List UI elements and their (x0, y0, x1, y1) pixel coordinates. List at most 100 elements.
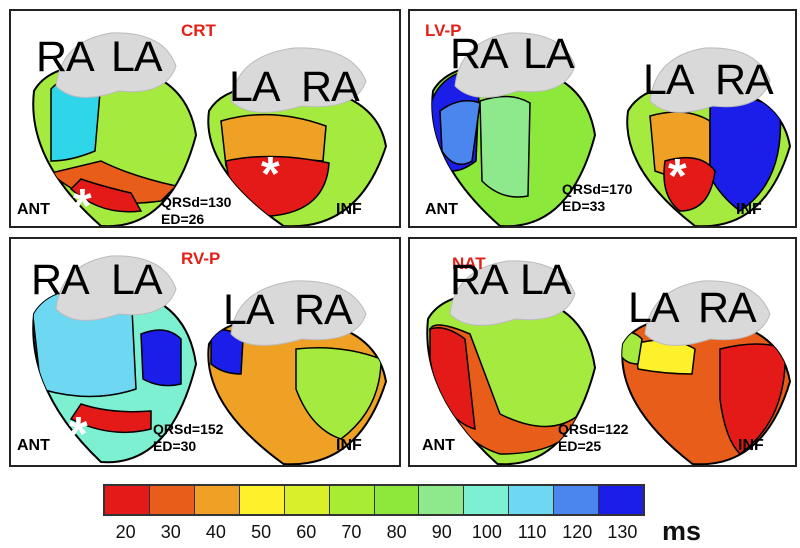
activation-region (439, 100, 481, 166)
inferior-activation-regions (649, 96, 782, 212)
inferior-view-label: INF (336, 437, 362, 454)
front-chamber-label-2: LA (111, 33, 163, 81)
activation-region (719, 343, 786, 455)
inferior-view-label: INF (736, 201, 762, 218)
color-scale-swatch (149, 486, 195, 514)
pacing-mode-title: CRT (181, 21, 216, 40)
qrs-stats: QRSd=170 ED=33 (562, 181, 632, 215)
color-scale-swatch (599, 486, 644, 514)
color-scale-swatch (194, 486, 240, 514)
color-scale-tick-label: 30 (160, 522, 181, 542)
color-scale-swatch (554, 486, 600, 514)
qrs-stats: QRSd=122 ED=25 (558, 421, 628, 455)
color-scale-swatch (419, 486, 465, 514)
activation-region (295, 347, 382, 440)
back-chamber-label-2: RA (715, 56, 774, 104)
electrical-dyssynchrony: ED=30 (153, 438, 197, 454)
activation-region (622, 331, 643, 365)
front-chamber-label-2: LA (520, 256, 572, 304)
front-chamber-label-1: RA (450, 256, 509, 304)
inferior-activation-regions (622, 331, 786, 455)
color-scale-swatch (464, 486, 510, 514)
color-scale-swatch (329, 486, 375, 514)
inferior-atria (230, 280, 367, 346)
color-scale-tick-label: 100 (471, 522, 502, 542)
color-scale-tick-label: 90 (431, 522, 452, 542)
color-scale-tick-label: 70 (341, 522, 362, 542)
heart-maps (426, 260, 792, 465)
panel-lv-p: LV-P ANT INF QRSd=170 ED=33 RA LA LA RA * (408, 9, 797, 228)
color-scale-tick-label: 50 (251, 522, 272, 542)
inferior-view-label: INF (738, 437, 764, 454)
front-chamber-label-1: RA (31, 256, 90, 304)
color-scale-tick-label: 120 (562, 522, 593, 542)
anterior-activation-regions (49, 74, 178, 213)
anterior-view-label: ANT (425, 201, 458, 218)
inferior-view-label: INF (336, 201, 362, 218)
back-chamber-label-2: RA (294, 286, 353, 334)
color-scale-bar (103, 484, 645, 516)
pacing-mode-title: NAT (452, 254, 486, 273)
color-scale-swatch (105, 486, 150, 514)
qrs-duration: QRSd=122 (558, 421, 629, 437)
qrs-stats: QRSd=152 ED=30 (153, 421, 223, 455)
inferior-atria (649, 47, 771, 113)
anterior-atria (55, 255, 177, 321)
pacing-site-marker-2: * (261, 148, 280, 201)
electrical-dyssynchrony: ED=25 (558, 438, 602, 454)
pacing-site-marker: * (69, 408, 88, 461)
heart-maps (32, 32, 388, 226)
inferior-atria (644, 280, 771, 346)
color-scale-tick-label: 60 (296, 522, 317, 542)
activation-region (479, 95, 531, 198)
anterior-view-label: ANT (422, 437, 455, 454)
color-scale-swatch (284, 486, 330, 514)
color-scale-swatch (239, 486, 285, 514)
qrs-duration: QRSd=170 (562, 181, 633, 197)
anterior-atria (454, 32, 576, 98)
color-scale-tick-label: 40 (205, 522, 226, 542)
panel-crt: CRT ANT INF QRSd=130 ED=26 RA LA LA RA * * (9, 9, 401, 233)
color-scale-ticks: 20 30 40 50 60 70 80 90 100 110 120 130 (103, 522, 645, 544)
back-chamber-label-2: RA (698, 284, 757, 332)
back-chamber-label-1: LA (643, 56, 695, 104)
back-chamber-label-2: RA (301, 63, 360, 111)
pacing-site-marker: * (73, 180, 92, 233)
color-scale-swatch (509, 486, 555, 514)
pacing-mode-title: RV-P (181, 249, 221, 268)
electrical-dyssynchrony: ED=26 (161, 211, 205, 227)
color-scale-tick-label: 80 (386, 522, 407, 542)
panel-nat: NAT ANT INF QRSd=122 ED=25 RA LA LA RA (408, 237, 797, 467)
pacing-mode-title: LV-P (425, 21, 462, 40)
front-chamber-label-1: RA (36, 33, 95, 81)
back-chamber-label-1: LA (229, 63, 281, 111)
heart-maps (32, 255, 388, 465)
qrs-duration: QRSd=130 (161, 194, 232, 210)
activation-region (140, 329, 182, 387)
activation-region (69, 403, 152, 434)
back-chamber-label-1: LA (628, 284, 680, 332)
color-scale-tick-label: 110 (517, 522, 547, 542)
qrs-stats: QRSd=130 ED=26 (161, 194, 231, 228)
anterior-view-label: ANT (17, 437, 50, 454)
activation-region (663, 156, 716, 212)
color-scale-unit: ms (662, 516, 702, 546)
activation-region (69, 178, 143, 213)
back-chamber-label-1: LA (223, 286, 275, 334)
electrical-dyssynchrony: ED=33 (562, 198, 606, 214)
qrs-duration: QRSd=152 (153, 421, 224, 437)
color-scale-tick-label: 130 (607, 522, 638, 542)
front-chamber-label-2: LA (523, 30, 575, 78)
anterior-atria (55, 32, 177, 98)
color-scale-swatch (374, 486, 420, 514)
color-scale-tick-label: 20 (115, 522, 136, 542)
heart-maps (431, 32, 792, 226)
front-chamber-label-1: RA (450, 30, 509, 78)
inferior-activation-regions (210, 329, 382, 440)
pacing-site-marker: * (668, 150, 687, 203)
panel-rv-p: RV-P ANT INF QRSd=152 ED=30 RA LA LA RA * (9, 237, 401, 467)
inferior-atria (230, 47, 367, 113)
anterior-view-label: ANT (17, 201, 50, 218)
anterior-atria (449, 260, 576, 326)
front-chamber-label-2: LA (111, 256, 163, 304)
